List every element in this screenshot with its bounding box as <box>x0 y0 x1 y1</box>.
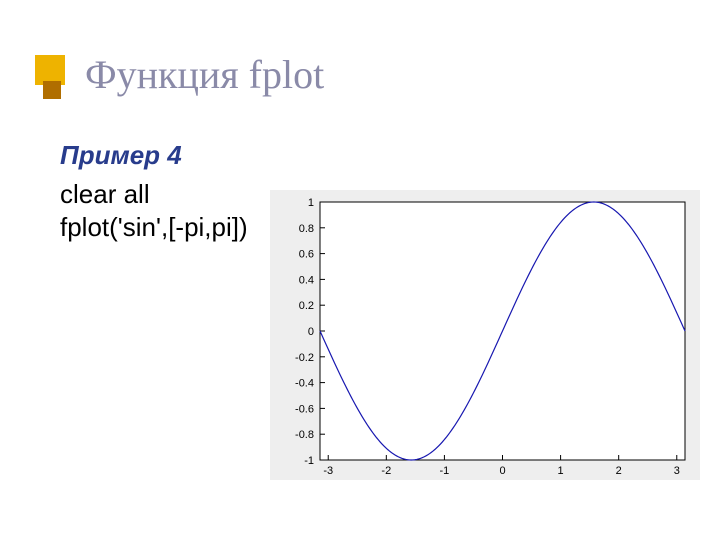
body-block: Пример 4 clear all fplot('sin',[-pi,pi]) <box>60 140 248 245</box>
svg-text:-1: -1 <box>304 455 314 467</box>
accent-square-small <box>43 81 61 99</box>
code-line-2: fplot('sin',[-pi,pi]) <box>60 212 248 243</box>
svg-text:0: 0 <box>499 465 505 477</box>
sine-chart-svg: -3 -2 -1 0 1 2 3 -1 -0.8 -0.6 -0.4 -0.2 0 0.2 0.4 0.6 0.… <box>270 190 700 480</box>
svg-text:2: 2 <box>616 465 622 477</box>
svg-text:0: 0 <box>308 326 314 338</box>
svg-text:1: 1 <box>308 197 314 209</box>
svg-text:0.6: 0.6 <box>299 249 314 261</box>
slide-title: Функция fplot <box>85 51 324 98</box>
svg-text:-0.8: -0.8 <box>295 429 314 441</box>
svg-text:0.4: 0.4 <box>299 274 314 286</box>
code-line-1: clear all <box>60 179 248 210</box>
svg-text:-0.2: -0.2 <box>295 352 314 364</box>
sine-chart: -3 -2 -1 0 1 2 3 -1 -0.8 -0.6 -0.4 -0.2 0 0.2 0.4 0.6 0.… <box>270 190 700 480</box>
svg-text:0.2: 0.2 <box>299 300 314 312</box>
svg-text:-2: -2 <box>381 465 391 477</box>
svg-text:-3: -3 <box>323 465 333 477</box>
svg-text:-0.4: -0.4 <box>295 378 314 390</box>
example-heading: Пример 4 <box>60 140 248 171</box>
svg-text:0.8: 0.8 <box>299 223 314 235</box>
svg-text:-1: -1 <box>440 465 450 477</box>
svg-text:-0.6: -0.6 <box>295 403 314 415</box>
svg-text:3: 3 <box>674 465 680 477</box>
svg-text:1: 1 <box>558 465 564 477</box>
